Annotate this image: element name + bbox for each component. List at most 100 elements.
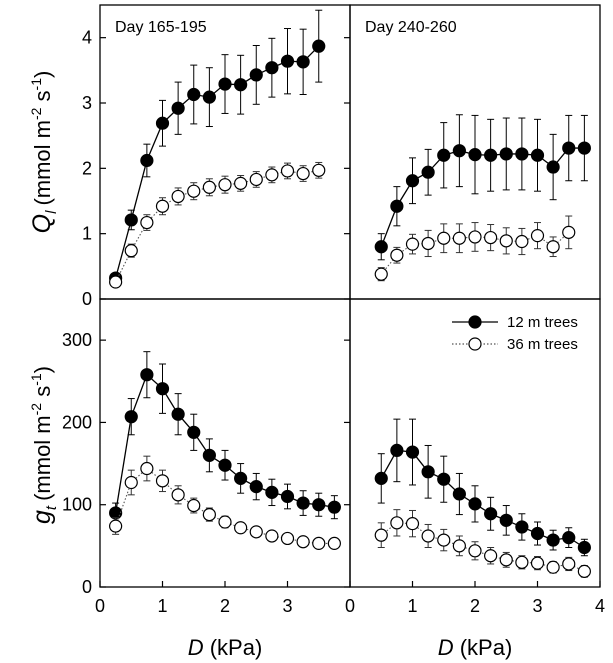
y-tick-label-top-left: 1 bbox=[82, 224, 92, 244]
data-point-36-m-trees bbox=[530, 229, 545, 243]
legend-marker-36m bbox=[468, 337, 482, 351]
data-point-36-m-trees bbox=[577, 564, 591, 578]
data-point-12-m-trees bbox=[249, 480, 263, 494]
panel-title-top-left: Day 165-195 bbox=[115, 19, 207, 36]
y-tick-label-bottom-left: 100 bbox=[62, 495, 92, 515]
data-point-12-m-trees bbox=[530, 526, 545, 541]
data-point-12-m-trees bbox=[312, 498, 326, 512]
data-point-36-m-trees bbox=[312, 536, 326, 550]
x-tick-label-bottom-right: 3 bbox=[532, 596, 542, 616]
data-point-36-m-trees bbox=[109, 519, 123, 533]
data-point-36-m-trees bbox=[218, 178, 232, 192]
data-point-12-m-trees bbox=[140, 368, 154, 382]
series-line-12-m-trees bbox=[380, 449, 585, 549]
data-point-12-m-trees bbox=[468, 148, 482, 162]
data-point-36-m-trees bbox=[390, 248, 404, 262]
y-axis-bottom-symbol: g bbox=[28, 510, 56, 524]
data-point-36-m-trees bbox=[140, 461, 154, 476]
data-point-36-m-trees bbox=[249, 172, 263, 187]
data-point-36-m-trees bbox=[437, 231, 451, 245]
data-point-12-m-trees bbox=[405, 174, 420, 188]
y-tick-label-bottom-left: 300 bbox=[62, 330, 92, 350]
x-tick-label-bottom-right: 1 bbox=[407, 596, 417, 616]
x-axis-left-unit: (kPa) bbox=[204, 635, 263, 660]
data-point-12-m-trees bbox=[327, 500, 341, 514]
data-point-12-m-trees bbox=[390, 199, 404, 213]
data-point-36-m-trees bbox=[499, 234, 513, 248]
y-tick-label-top-left: 3 bbox=[82, 93, 92, 113]
data-point-36-m-trees bbox=[327, 536, 341, 550]
data-point-36-m-trees bbox=[140, 215, 154, 230]
y-tick-label-bottom-left: 0 bbox=[82, 577, 92, 597]
x-tick-label-bottom-right: 2 bbox=[470, 596, 480, 616]
data-point-36-m-trees bbox=[312, 163, 326, 177]
legend-label-12m: 12 m trees bbox=[507, 314, 578, 331]
y-axis-title-top: Ql (mmol m-2 s-1) bbox=[28, 71, 60, 234]
data-point-12-m-trees bbox=[155, 382, 170, 396]
data-point-36-m-trees bbox=[562, 225, 576, 239]
data-point-12-m-trees bbox=[405, 445, 420, 459]
data-point-12-m-trees bbox=[530, 148, 545, 162]
y-axis-top-sub: l bbox=[43, 210, 60, 214]
y-axis-title-bottom: gt (mmol m-2 s-1) bbox=[28, 366, 60, 524]
data-point-36-m-trees bbox=[171, 189, 185, 204]
data-point-36-m-trees bbox=[546, 560, 560, 574]
data-point-36-m-trees bbox=[218, 515, 232, 529]
data-point-12-m-trees bbox=[421, 165, 435, 179]
y-axis-top-close: ) bbox=[30, 71, 55, 78]
data-point-12-m-trees bbox=[499, 513, 513, 527]
y-axis-top-symbol: Q bbox=[28, 214, 56, 233]
data-point-36-m-trees bbox=[280, 164, 295, 178]
data-point-36-m-trees bbox=[390, 516, 404, 530]
data-point-36-m-trees bbox=[265, 168, 279, 182]
data-point-36-m-trees bbox=[374, 528, 388, 542]
panel-frame-top-left bbox=[99, 4, 351, 300]
x-axis-title-left: D (kPa) bbox=[188, 635, 263, 660]
data-point-36-m-trees bbox=[515, 234, 529, 249]
data-point-36-m-trees bbox=[546, 240, 560, 254]
data-point-36-m-trees bbox=[124, 244, 138, 258]
legend-marker-12m bbox=[468, 315, 482, 329]
data-point-36-m-trees bbox=[405, 517, 420, 531]
data-point-12-m-trees bbox=[437, 472, 451, 486]
data-point-36-m-trees bbox=[234, 176, 248, 190]
data-point-12-m-trees bbox=[249, 68, 263, 82]
x-tick-label-bottom-left: 1 bbox=[157, 596, 167, 616]
data-point-36-m-trees bbox=[484, 230, 498, 245]
chart-marks: 0 1 2 3 4 0 100 200 300 0 1 2 3 0 1 2 3 4 bbox=[62, 9, 605, 616]
data-point-36-m-trees bbox=[296, 535, 310, 549]
data-point-36-m-trees bbox=[452, 539, 466, 553]
data-point-36-m-trees bbox=[109, 275, 123, 289]
data-point-36-m-trees bbox=[515, 555, 529, 569]
data-point-12-m-trees bbox=[296, 55, 310, 69]
x-axis-title-right: D (kPa) bbox=[438, 635, 513, 660]
data-point-12-m-trees bbox=[124, 410, 138, 424]
data-point-12-m-trees bbox=[499, 147, 513, 161]
y-axis-top-exp2: -1 bbox=[28, 78, 44, 91]
data-point-36-m-trees bbox=[280, 531, 295, 546]
series-line-12-m-trees bbox=[114, 373, 335, 514]
data-point-36-m-trees bbox=[155, 199, 170, 213]
data-point-12-m-trees bbox=[202, 90, 216, 104]
data-point-36-m-trees bbox=[452, 231, 466, 245]
data-point-12-m-trees bbox=[577, 540, 591, 555]
data-point-12-m-trees bbox=[265, 485, 279, 499]
y-tick-label-top-left: 0 bbox=[82, 289, 92, 309]
x-axis-right-symbol: D bbox=[438, 635, 454, 660]
data-point-12-m-trees bbox=[296, 496, 310, 510]
data-point-12-m-trees bbox=[562, 141, 576, 155]
data-point-36-m-trees bbox=[249, 525, 263, 539]
data-point-12-m-trees bbox=[421, 465, 435, 479]
data-point-36-m-trees bbox=[421, 529, 435, 543]
data-point-12-m-trees bbox=[546, 533, 560, 547]
y-axis-bottom-exp1: -2 bbox=[28, 403, 44, 416]
data-point-12-m-trees bbox=[562, 531, 576, 545]
data-point-36-m-trees bbox=[468, 544, 482, 558]
data-point-12-m-trees bbox=[484, 507, 498, 521]
data-point-12-m-trees bbox=[577, 141, 591, 155]
data-point-36-m-trees bbox=[187, 184, 201, 198]
data-point-36-m-trees bbox=[202, 180, 216, 194]
x-tick-label-bottom-right: 0 bbox=[345, 596, 355, 616]
data-point-12-m-trees bbox=[218, 77, 232, 91]
data-point-12-m-trees bbox=[390, 443, 404, 458]
